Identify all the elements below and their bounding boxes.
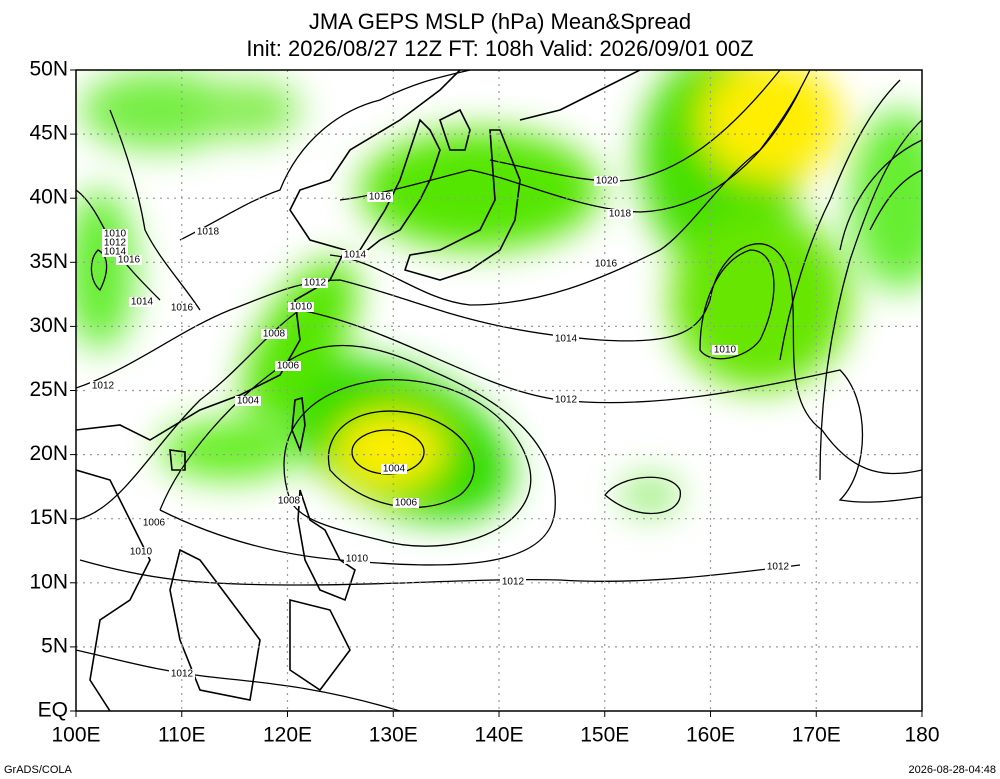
contour-label-bg	[235, 396, 261, 406]
contour-label-bg	[594, 176, 620, 186]
contour-label: 1010	[714, 345, 737, 356]
contour-label-bg	[381, 464, 407, 474]
subtitle: Init: 2026/08/27 12Z FT: 108h Valid: 202…	[246, 36, 753, 61]
contour-label: 1012	[104, 238, 127, 249]
contour-label: 1016	[171, 303, 194, 314]
contour-label: 1012	[171, 669, 194, 680]
contour-label: 1010	[130, 547, 153, 558]
contour-label-bg	[128, 547, 154, 557]
contour-label: 1020	[596, 176, 619, 187]
lat-label: 40N	[29, 186, 68, 209]
contour-label-bg	[102, 229, 128, 239]
contour-label-bg	[302, 278, 328, 288]
contour-label-bg	[169, 303, 195, 313]
contour-label: 1008	[263, 329, 286, 340]
contour-label: 1016	[369, 192, 392, 203]
footer-left: GrADS/COLA	[4, 764, 73, 776]
contour-label-bg	[129, 297, 155, 307]
contour-label-bg	[90, 381, 116, 391]
contour-label: 1010	[346, 554, 369, 565]
contour-label-bg	[344, 554, 370, 564]
contour-labels: 1020101810161016101410121010100810061004…	[90, 176, 791, 680]
lon-label: 160E	[686, 724, 735, 747]
lon-label: 140E	[474, 724, 523, 747]
lat-label: 10N	[29, 570, 68, 593]
lat-label: 35N	[29, 250, 68, 273]
contour-label: 1012	[304, 278, 327, 289]
contour-label: 1012	[555, 395, 578, 406]
contour-label-bg	[393, 498, 419, 508]
lon-label: 120E	[263, 724, 312, 747]
lat-label: 5N	[41, 634, 68, 657]
contour-label: 1018	[609, 209, 632, 220]
lat-label: 45N	[29, 122, 68, 145]
lat-label: 50N	[29, 58, 68, 81]
lon-label: 100E	[51, 724, 100, 747]
footer-right: 2026-08-28-04:48	[909, 764, 996, 776]
contour-label: 1004	[383, 464, 406, 475]
contour-label: 1018	[197, 227, 220, 238]
contour-label-bg	[367, 192, 393, 202]
graticule	[76, 70, 922, 711]
contour-label: 1014	[104, 247, 127, 258]
contour-label-bg	[276, 496, 302, 506]
title: JMA GEPS MSLP (hPa) Mean&Spread	[309, 9, 691, 34]
contour-label-bg	[500, 577, 526, 587]
contour-label: 1008	[278, 496, 301, 507]
contour-label-bg	[765, 562, 791, 572]
contour-label: 1010	[104, 229, 127, 240]
lat-label: 30N	[29, 314, 68, 337]
contour-label: 1006	[277, 361, 300, 372]
contour-label-bg	[593, 259, 619, 269]
contour-label-bg	[169, 669, 195, 679]
contour-label: 1004	[237, 396, 260, 407]
contour-label: 1014	[555, 334, 578, 345]
lon-label: 170E	[792, 724, 841, 747]
contour-label-bg	[141, 518, 167, 528]
lon-label: 110E	[158, 724, 206, 747]
contour-label-bg	[342, 250, 368, 260]
contour-label: 1012	[502, 577, 525, 588]
contour-label-bg	[712, 345, 738, 355]
contour-label-bg	[288, 302, 314, 312]
contour-label-bg	[195, 227, 221, 237]
contour-label: 1012	[767, 562, 790, 573]
contour-label: 1014	[131, 297, 154, 308]
lat-label: 15N	[29, 506, 68, 529]
contour-label-bg	[553, 334, 579, 344]
contour-label: 1006	[143, 518, 166, 529]
contour-label-bg	[116, 255, 142, 265]
contour-label-bg	[102, 247, 128, 257]
contour-label: 1012	[92, 381, 115, 392]
lon-label: 180	[904, 724, 939, 747]
contour-label-bg	[102, 238, 128, 248]
map-area: 1020101810161016101410121010100810061004…	[76, 70, 922, 711]
contour-label: 1006	[395, 498, 418, 509]
contour-label: 1016	[118, 255, 141, 266]
contour-label-bg	[553, 395, 579, 405]
lat-label: 20N	[29, 442, 68, 465]
contour-label-bg	[275, 361, 301, 371]
spread-shading	[76, 70, 922, 522]
lat-label: EQ	[38, 699, 68, 722]
contour-label: 1010	[290, 302, 313, 313]
contour-label: 1014	[344, 250, 367, 261]
isobars	[76, 70, 922, 711]
lon-label: 130E	[369, 724, 418, 747]
contour-label: 1016	[595, 259, 618, 270]
contour-label-bg	[261, 329, 287, 339]
contour-label-bg	[607, 209, 633, 219]
lat-label: 25N	[29, 378, 68, 401]
lon-label: 150E	[580, 724, 629, 747]
